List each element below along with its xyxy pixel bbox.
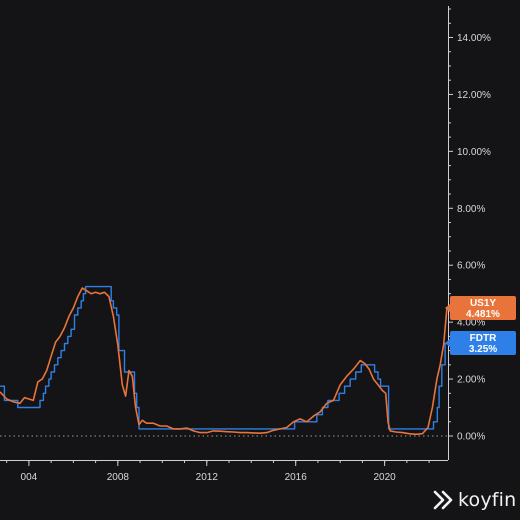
x-tick-label: 004: [21, 472, 38, 483]
y-tick-label: 2.00%: [457, 375, 485, 386]
y-tick-label: 12.00%: [457, 90, 491, 101]
badge-pointer: [445, 304, 450, 312]
x-tick-label: 2012: [196, 472, 219, 483]
badge-pointer: [445, 339, 450, 347]
y-tick-label: 14.00%: [457, 33, 491, 44]
badge-series-name: FDTR: [470, 333, 497, 344]
badge-background: [450, 331, 516, 355]
y-tick-label: 0.00%: [457, 432, 485, 443]
x-tick-label: 2020: [374, 472, 397, 483]
y-tick-label: 6.00%: [457, 261, 485, 272]
series-line-fdtr: [0, 285, 448, 430]
series-line-us1y: [0, 287, 448, 436]
x-tick-label: 2008: [107, 472, 130, 483]
y-tick-label: 4.00%: [457, 318, 485, 329]
badge-series-value: 4.481%: [466, 309, 500, 320]
y-tick-label: 8.00%: [457, 204, 485, 215]
koyfin-logo-icon: [433, 490, 453, 510]
badge-series-name: US1Y: [470, 298, 496, 309]
x-tick-label: 2016: [285, 472, 308, 483]
brand-name: koyfin: [458, 489, 517, 511]
badge-series-value: 3.25%: [469, 344, 497, 355]
koyfin-brand: koyfin: [432, 487, 516, 513]
badge-background: [450, 296, 516, 320]
y-tick-label: 10.00%: [457, 147, 491, 158]
